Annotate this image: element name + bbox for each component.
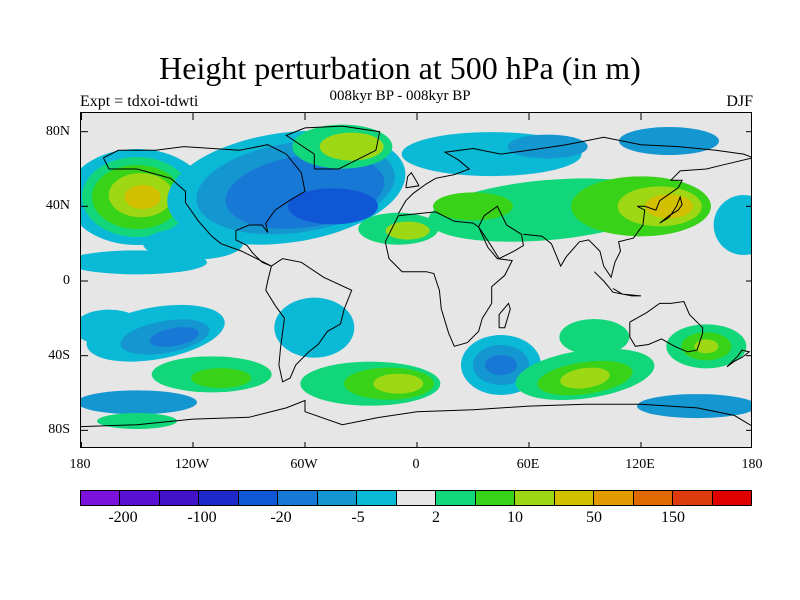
map-panel <box>80 112 752 448</box>
contour-region <box>385 221 430 240</box>
colorbar-label-4: -5 <box>351 509 365 526</box>
colorbar-label-6: 10 <box>507 509 523 526</box>
contour-region <box>288 188 378 225</box>
colorbar-label-5: 2 <box>432 509 440 526</box>
contour-region <box>433 192 513 221</box>
indonesia-coast <box>593 271 642 297</box>
colorbar-swatch <box>199 491 239 505</box>
colorbar-swatch <box>673 491 713 505</box>
plot-title: Height perturbation at 500 hPa (in m) <box>159 50 641 86</box>
colorbar-swatch <box>278 491 318 505</box>
colorbar-swatch <box>159 491 200 505</box>
colorbar-swatch <box>633 491 674 505</box>
contour-region <box>149 327 200 347</box>
colorbar-label-3: -20 <box>270 509 292 526</box>
contour-region <box>124 185 161 209</box>
asia-south-coast <box>523 157 751 279</box>
colorbar-swatch <box>238 491 279 505</box>
colorbar-swatch <box>120 491 160 505</box>
colorbar-swatch <box>436 491 476 505</box>
colorbar-swatch <box>554 491 595 505</box>
japan-coast <box>659 195 683 224</box>
south-america-coast <box>265 258 353 383</box>
lon-label-120e: 120E <box>625 457 655 472</box>
madagascar-coast <box>498 302 511 329</box>
contour-region <box>81 390 197 415</box>
contour-region <box>485 355 517 375</box>
contour-region <box>560 367 610 389</box>
contour-region <box>619 127 719 155</box>
antarctica-coast <box>81 399 751 428</box>
contour-region <box>81 250 207 275</box>
contour-region <box>507 134 588 159</box>
axis-ticks <box>81 113 751 447</box>
colorbar-swatch <box>317 491 358 505</box>
contour-fills <box>81 124 751 429</box>
colorbar-label-1: -200 <box>108 509 138 526</box>
colorbar-swatch <box>475 491 516 505</box>
arabia-coast <box>478 205 524 260</box>
contour-map <box>81 113 751 447</box>
colorbar-swatch <box>396 491 437 505</box>
eurasia-north-coast <box>397 136 751 215</box>
colorbar-swatch <box>81 491 121 505</box>
australia-coast <box>629 300 704 353</box>
lat-label-eq: 0 <box>63 273 70 288</box>
contour-region <box>559 319 630 355</box>
lat-label-80s: 80S <box>48 422 70 437</box>
new-zealand-coast <box>726 349 751 368</box>
colorbar-swatch <box>515 491 555 505</box>
lon-label-60e: 60E <box>516 457 540 472</box>
lon-label-120w: 120W <box>174 457 210 472</box>
coastlines <box>81 125 751 428</box>
lon-label-180w: 180 <box>69 457 91 472</box>
contour-region <box>274 297 355 358</box>
colorbar-label-7: 50 <box>586 509 602 526</box>
colorbar-label-8: 150 <box>661 509 685 526</box>
contour-region <box>637 394 751 419</box>
colorbar-swatch <box>594 491 634 505</box>
lat-label-40n: 40N <box>45 198 70 213</box>
contour-region <box>645 194 693 219</box>
colorbar <box>80 490 752 506</box>
lat-label-40s: 40S <box>48 348 70 363</box>
lon-label-0: 0 <box>412 457 420 472</box>
contour-region <box>713 195 751 255</box>
north-america-coast <box>102 144 306 267</box>
colorbar-swatch <box>357 491 397 505</box>
lon-label-60w: 60W <box>290 457 318 472</box>
contour-region <box>191 368 251 389</box>
africa-coast <box>384 211 513 347</box>
colorbar-label-2: -100 <box>187 509 217 526</box>
greenland-coast <box>285 125 381 170</box>
lat-label-80n: 80N <box>45 124 70 139</box>
plot-subtitle: 008kyr BP - 008kyr BP <box>329 88 471 104</box>
contour-region <box>319 132 384 161</box>
contour-region <box>373 373 424 394</box>
contour-region <box>694 339 719 354</box>
lon-label-180e: 180 <box>741 457 763 472</box>
colorbar-swatch <box>712 491 751 505</box>
britain-coast <box>405 171 420 189</box>
experiment-label: Expt = tdxoi-tdwti <box>80 93 199 110</box>
season-label: DJF <box>726 93 753 110</box>
contour-region <box>97 413 177 429</box>
